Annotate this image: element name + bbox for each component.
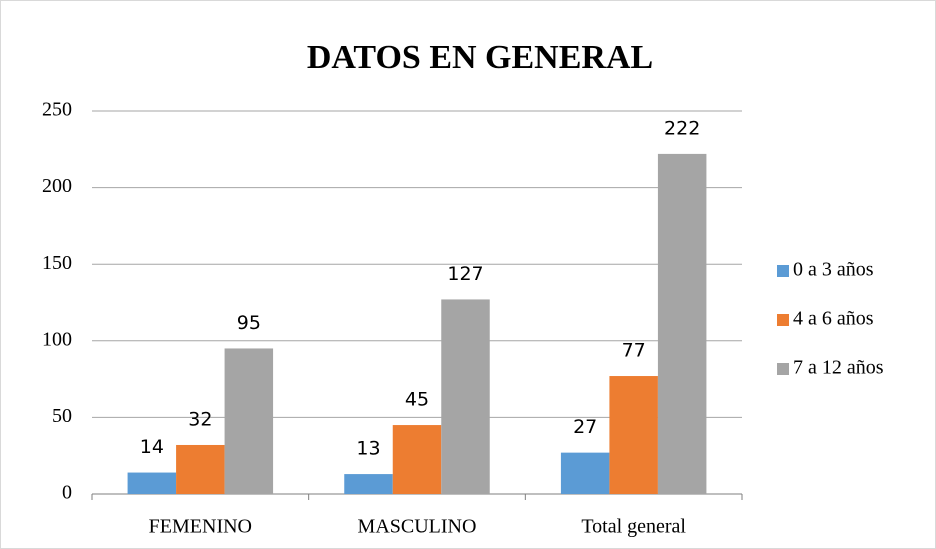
data-label: 27: [573, 416, 597, 438]
y-tick-label: 0: [62, 482, 72, 504]
legend-swatch: [777, 314, 789, 326]
chart-title: DATOS EN GENERAL: [307, 39, 653, 76]
x-tick-label: MASCULINO: [358, 516, 477, 538]
legend-label: 0 a 3 años: [793, 259, 874, 281]
legend-swatch: [777, 363, 789, 375]
y-tick-label: 200: [42, 175, 72, 197]
data-label: 32: [188, 408, 212, 430]
data-label: 45: [405, 389, 429, 411]
bar: [609, 376, 658, 494]
legend-label: 7 a 12 años: [793, 357, 884, 379]
legend-swatch: [777, 265, 789, 277]
data-label: 95: [237, 312, 261, 334]
data-label: 13: [356, 438, 380, 460]
y-tick-label: 100: [42, 328, 72, 350]
bar: [657, 153, 707, 494]
data-label: 14: [140, 436, 164, 458]
legend-label: 4 a 6 años: [793, 308, 874, 330]
bar: [176, 444, 225, 494]
data-label: 222: [664, 117, 700, 139]
y-tick-label: 150: [42, 252, 72, 274]
bar: [392, 425, 442, 494]
y-tick-label: 250: [42, 99, 72, 121]
data-label: 77: [622, 340, 646, 362]
x-tick-label: FEMENINO: [149, 516, 252, 538]
bar: [224, 348, 274, 494]
y-tick-label: 50: [52, 405, 72, 427]
bar: [441, 299, 490, 494]
x-tick-label: Total general: [581, 516, 686, 538]
bar: [127, 472, 177, 494]
bar: [344, 474, 393, 494]
bar: [560, 452, 610, 494]
data-label: 127: [447, 263, 483, 285]
